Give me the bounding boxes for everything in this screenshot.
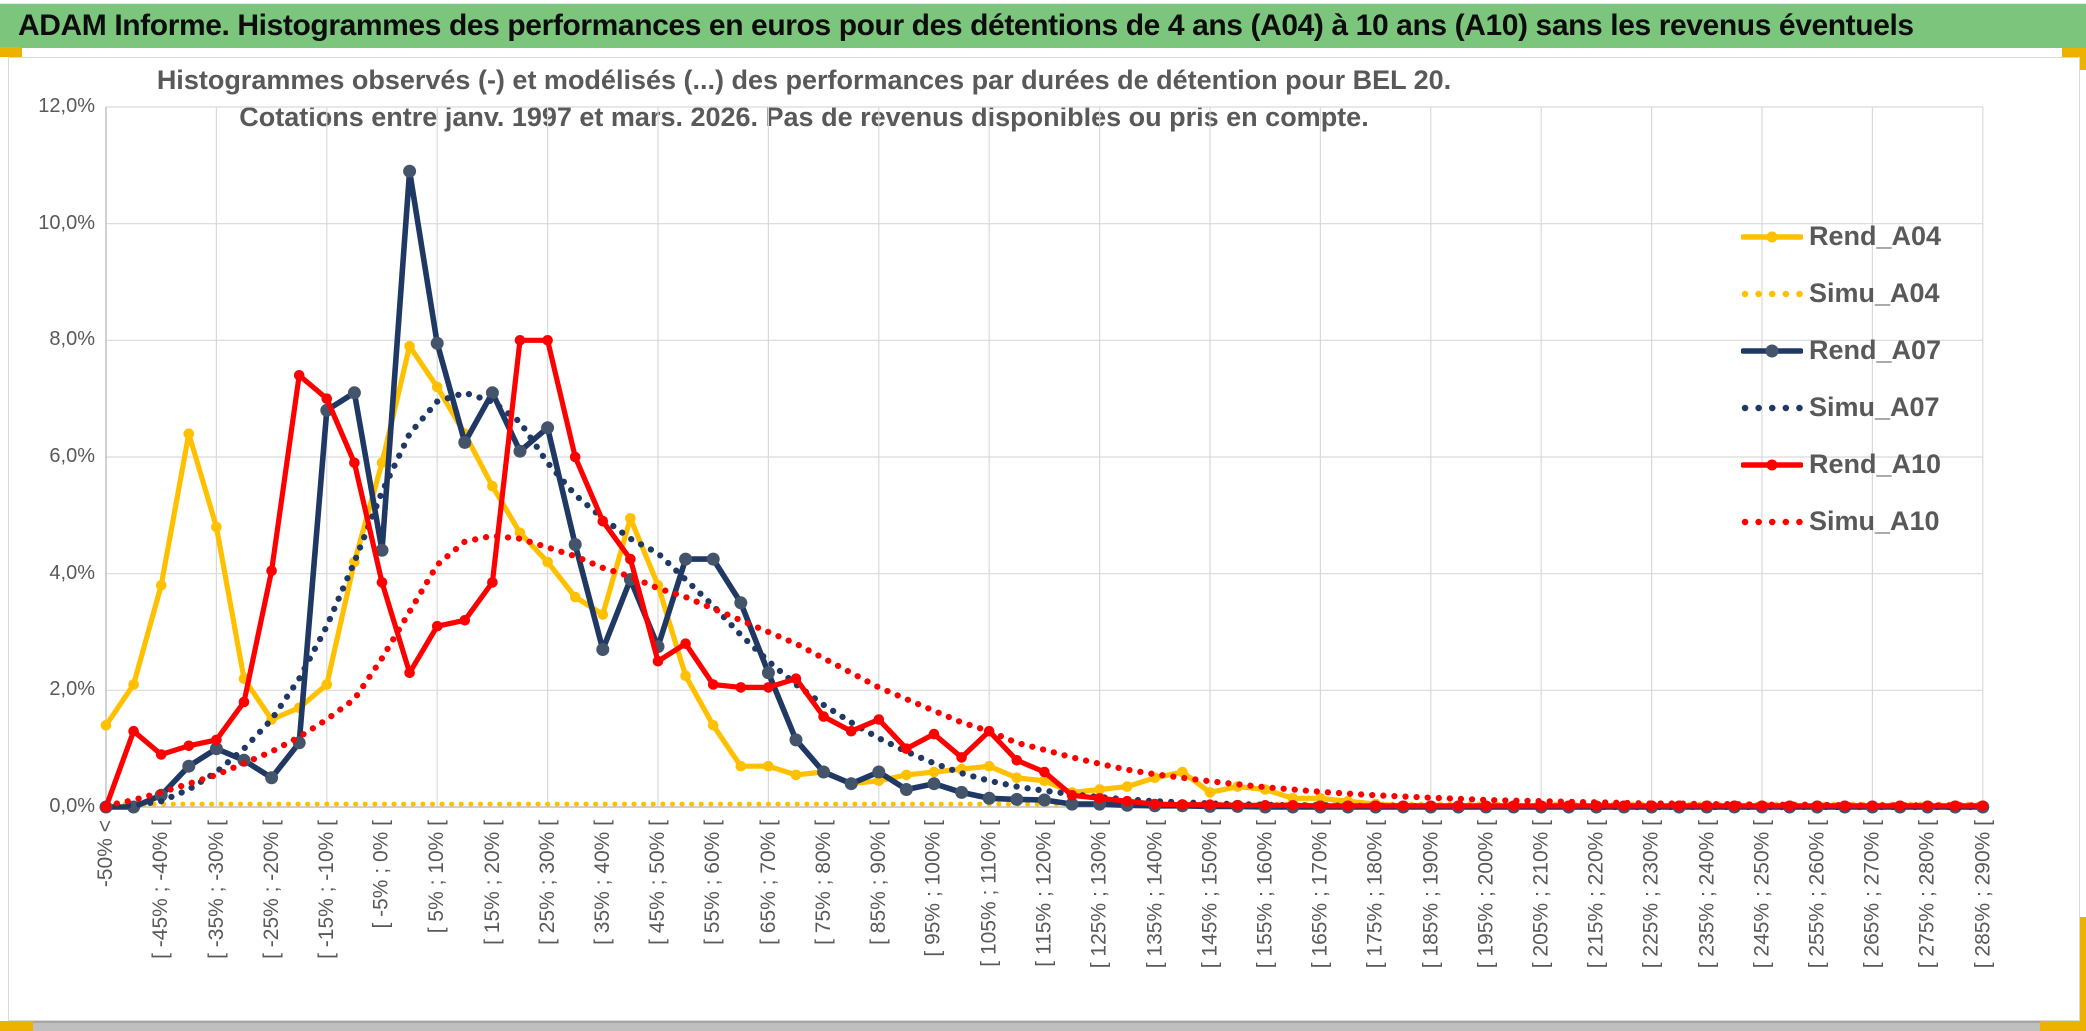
x-axis-tick-label: [ 135% ; 140% [	[1142, 820, 1166, 969]
series-rend-a04[interactable]	[103, 343, 1986, 810]
title-bar-text: ADAM Informe. Histogrammes des performan…	[18, 9, 1914, 42]
legend-label: Simu_A04	[1809, 278, 1940, 308]
x-axis-tick-label: [ 45% ; 50% [	[646, 820, 669, 945]
y-axis-tick-label: 0,0%	[49, 795, 95, 817]
legend-dotted-line-icon	[1741, 404, 1803, 411]
gold-accent-bottom-left	[0, 1021, 33, 1031]
legend-label: Rend_A04	[1809, 221, 1942, 251]
x-axis-tick-label: [ -25% ; -20% [	[259, 820, 283, 959]
legend-item-simu-a04[interactable]: Simu_A04	[1741, 265, 1941, 322]
x-axis-tick-label: [ 55% ; 60% [	[701, 820, 725, 945]
legend-label: Rend_A07	[1809, 335, 1942, 365]
x-axis-tick-label: [ 145% ; 150% [	[1198, 820, 1221, 969]
series-rend-a10-markers	[100, 335, 1989, 813]
bottom-strip	[0, 1021, 2086, 1031]
x-axis-tick-label: [ 165% ; 170% [	[1308, 820, 1332, 969]
x-axis-tick-label: [ 235% ; 240% [	[1694, 820, 1718, 969]
x-axis-tick-label: [ 125% ; 130% [	[1087, 820, 1111, 969]
legend-dotted-line-icon	[1741, 290, 1803, 297]
x-axis-tick-label: [ 65% ; 70% [	[756, 820, 780, 945]
x-axis-tick-label: [ -15% ; -10% [	[314, 820, 338, 959]
x-axis-tick-label: [ 95% ; 100% [	[922, 820, 945, 957]
plot-svg	[99, 106, 1990, 814]
legend-label: Simu_A10	[1809, 506, 1940, 536]
x-axis-tick-label: [ 155% ; 160% [	[1253, 820, 1277, 969]
y-axis-tick-label: 2,0%	[49, 678, 95, 701]
x-axis-tick-label: [ 15% ; 20% [	[480, 820, 504, 945]
x-axis-tick-label: [ 5% ; 10% [	[425, 820, 449, 934]
x-axis-tick-label: [ 105% ; 110% [	[977, 820, 1001, 967]
gold-accent-top-left	[0, 47, 22, 57]
x-axis-tick-label: [ -5% ; 0% [	[370, 820, 393, 929]
legend-item-rend-a10[interactable]: Rend_A10	[1741, 436, 1941, 493]
title-bar: ADAM Informe. Histogrammes des performan…	[0, 3, 2086, 48]
x-axis-tick-label: [ 85% ; 90% [	[866, 820, 890, 945]
legend-solid-line-icon	[1741, 459, 1803, 470]
x-axis-tick-label: [ 275% ; 280% [	[1915, 820, 1939, 969]
y-axis-tick-label: 12,0%	[38, 95, 95, 117]
x-axis-tick-label: [ 205% ; 210% [	[1529, 820, 1553, 969]
x-axis-tick-label: [ 25% ; 30% [	[535, 820, 559, 945]
series-rend-a04-markers	[100, 340, 1989, 813]
y-axis-tick-label: 10,0%	[38, 211, 95, 234]
legend-solid-line-icon	[1741, 231, 1803, 242]
x-axis-tick-label: [ 35% ; 40% [	[590, 820, 614, 945]
y-axis-tick-label: 8,0%	[49, 328, 95, 351]
chart-area[interactable]: Histogrammes observés (-) et modélisés (…	[8, 57, 2080, 1021]
x-axis-tick-label: [ 75% ; 80% [	[811, 820, 835, 945]
x-axis-tick-label: [ 215% ; 220% [	[1584, 820, 1608, 969]
x-axis-tick-label: [ 115% ; 120% [	[1032, 820, 1056, 967]
chart-title-line1: Histogrammes observés (-) et modélisés (…	[156, 65, 1452, 95]
gridlines	[106, 106, 1984, 807]
legend-label: Simu_A07	[1809, 392, 1940, 422]
legend-item-simu-a10[interactable]: Simu_A10	[1741, 493, 1941, 550]
x-axis-tick-label: [ 265% ; 270% [	[1860, 820, 1884, 969]
series-simu-a10[interactable]	[102, 532, 1986, 809]
legend[interactable]: Rend_A04 Simu_A04 Rend_A07 Simu_A07 Rend…	[1741, 208, 1941, 550]
series-rend-a07[interactable]	[103, 168, 1986, 810]
legend-item-simu-a07[interactable]: Simu_A07	[1741, 379, 1941, 436]
x-axis-tick-label: [ 245% ; 250% [	[1750, 820, 1773, 969]
legend-dotted-line-icon	[1741, 518, 1803, 525]
gold-accent-bottom-right	[2040, 1021, 2086, 1031]
x-axis-tick-label: [ 225% ; 230% [	[1639, 820, 1663, 969]
x-axis-tick-label: [ -45% ; -40% [	[149, 820, 173, 959]
x-axis-tick-label: [ 255% ; 260% [	[1805, 820, 1829, 969]
legend-item-rend-a04[interactable]: Rend_A04	[1741, 208, 1941, 265]
gold-accent-right-edge	[2078, 917, 2086, 1031]
x-axis-tick-label: [ -35% ; -30% [	[204, 820, 228, 959]
legend-solid-line-icon	[1741, 344, 1803, 357]
x-axis-tick-label: [ 175% ; 180% [	[1363, 820, 1387, 969]
y-axis-tick-label: 6,0%	[49, 445, 95, 467]
legend-item-rend-a07[interactable]: Rend_A07	[1741, 322, 1941, 379]
series-rend-a07-markers	[99, 164, 1990, 814]
legend-label: Rend_A10	[1809, 449, 1942, 479]
y-axis-tick-label: 4,0%	[49, 561, 95, 584]
x-axis-tick-label: -50% <	[94, 820, 117, 888]
x-axis-tick-label: [ 185% ; 190% [	[1418, 820, 1442, 969]
x-axis-tick-label: [ 195% ; 200% [	[1474, 820, 1497, 969]
x-axis-tick-label: [ 285% ; 290% [	[1970, 820, 1994, 969]
